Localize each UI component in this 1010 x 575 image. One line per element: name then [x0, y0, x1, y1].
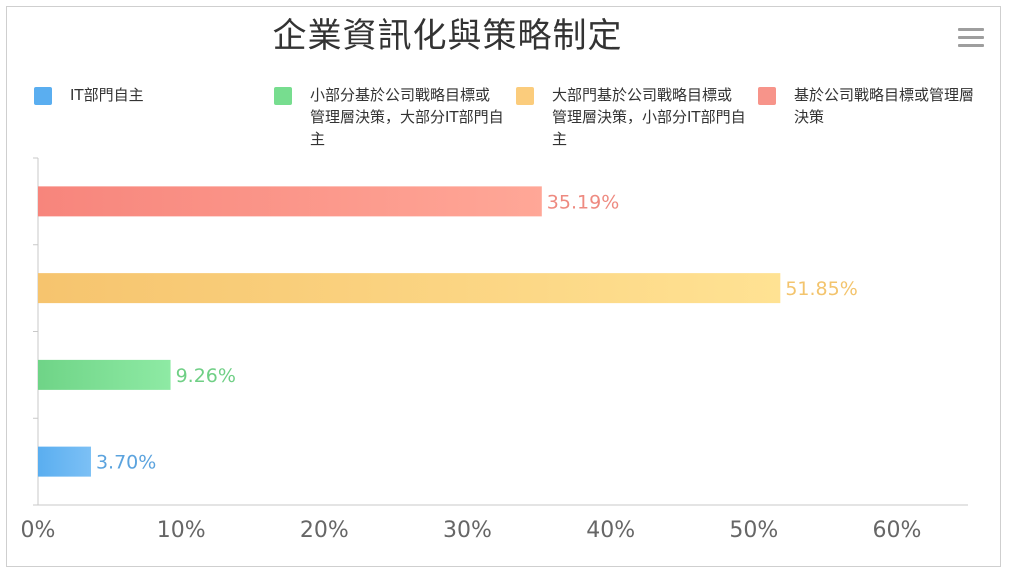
x-tick-label: 40% [586, 518, 635, 543]
bar-1[interactable] [38, 359, 171, 390]
legend-label: IT部門自主 [70, 86, 144, 104]
data-label-2: 51.85% [785, 278, 857, 300]
data-label-0: 3.70% [96, 452, 156, 474]
legend-item-mostly-it[interactable]: 小部分基於公司戰略目標或管理層決策，大部分IT部門自主 [274, 84, 504, 150]
bar-3[interactable] [38, 186, 542, 217]
legend-swatch [274, 87, 292, 105]
x-tick-label: 20% [300, 518, 349, 543]
x-tick-label: 50% [729, 518, 778, 543]
chart-title: 企業資訊化與策略制定 [272, 16, 623, 56]
x-tick-label: 10% [157, 518, 206, 543]
bar-2[interactable] [38, 273, 781, 304]
legend-item-it-autonomous[interactable]: IT部門自主 [34, 84, 234, 106]
hamburger-menu-icon[interactable] [958, 28, 984, 48]
legend-label: 小部分基於公司戰略目標或管理層決策，大部分IT部門自主 [310, 86, 504, 148]
data-label-3: 35.19% [547, 191, 619, 213]
legend-label: 基於公司戰略目標或管理層決策 [794, 86, 975, 126]
legend-label: 大部門基於公司戰略目標或管理層決策，小部分IT部門自主 [552, 86, 746, 148]
legend-item-strategy[interactable]: 基於公司戰略目標或管理層決策 [758, 84, 986, 128]
x-tick-label: 60% [873, 518, 922, 543]
legend-swatch [516, 87, 534, 105]
legend-item-mostly-strategy[interactable]: 大部門基於公司戰略目標或管理層決策，小部分IT部門自主 [516, 84, 746, 150]
data-label-1: 9.26% [176, 365, 236, 387]
legend-swatch [758, 87, 776, 105]
x-tick-label: 0% [21, 518, 56, 543]
legend-swatch [34, 87, 52, 105]
x-tick-label: 30% [443, 518, 492, 543]
bar-0[interactable] [38, 446, 91, 477]
